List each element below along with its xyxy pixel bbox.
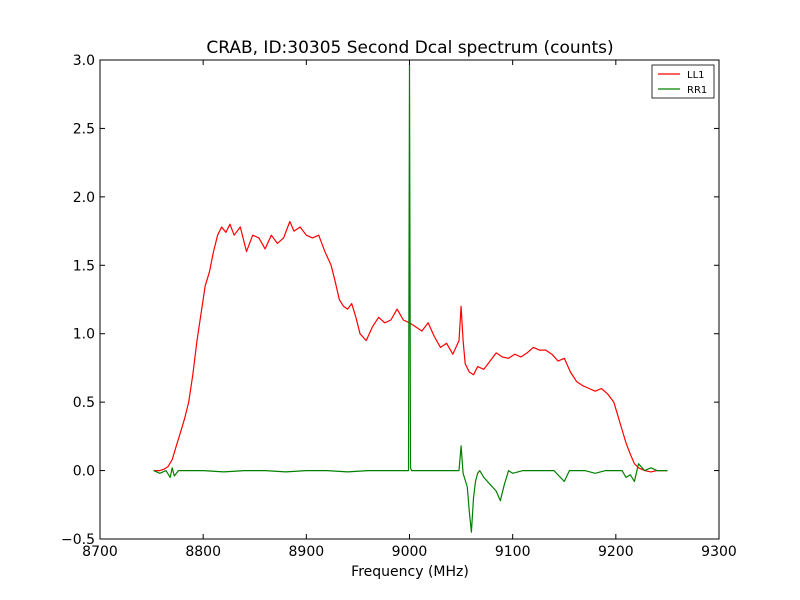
y-tick-label: 1.5 bbox=[73, 258, 95, 274]
y-tick-label: −0.5 bbox=[61, 532, 95, 548]
x-tick-label: 8800 bbox=[185, 544, 221, 560]
x-tick-label: 8900 bbox=[289, 544, 325, 560]
y-tick-label: 3.0 bbox=[73, 53, 95, 69]
y-tick-label: 1.0 bbox=[73, 327, 95, 343]
legend-label-rr1: RR1 bbox=[687, 85, 707, 96]
y-tick-label: 0.0 bbox=[73, 464, 95, 480]
y-tick-label: 0.5 bbox=[73, 395, 95, 411]
x-tick-label: 9000 bbox=[392, 544, 428, 560]
legend-label-ll1: LL1 bbox=[687, 70, 705, 81]
x-tick-label: 9300 bbox=[701, 544, 737, 560]
chart-title: CRAB, ID:30305 Second Dcal spectrum (cou… bbox=[206, 38, 613, 58]
x-tick-label: 9100 bbox=[495, 544, 531, 560]
y-tick-label: 2.5 bbox=[73, 121, 95, 137]
y-tick-label: 2.0 bbox=[73, 190, 95, 206]
x-axis-label: Frequency (MHz) bbox=[351, 564, 469, 580]
x-tick-label: 9200 bbox=[598, 544, 634, 560]
